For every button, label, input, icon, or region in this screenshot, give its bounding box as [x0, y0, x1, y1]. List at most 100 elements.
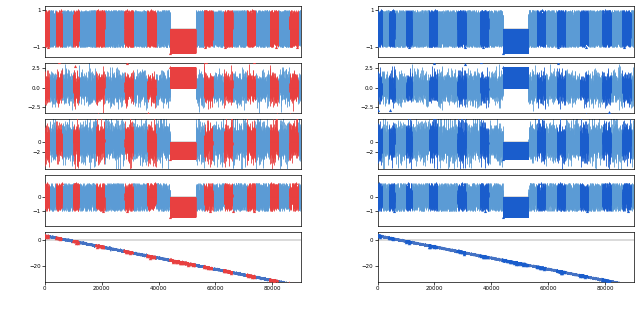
Point — [536, 265, 547, 270]
Point — [537, 7, 547, 12]
Point — [604, 180, 614, 185]
Point — [201, 60, 211, 65]
Point — [554, 60, 564, 65]
Point — [552, 45, 563, 50]
Point — [520, 262, 531, 267]
Point — [388, 237, 398, 241]
Point — [70, 104, 80, 109]
Point — [372, 108, 383, 113]
Point — [183, 262, 193, 267]
Point — [555, 180, 565, 185]
Point — [290, 283, 300, 288]
Point — [202, 264, 212, 269]
Point — [247, 7, 257, 12]
Point — [270, 278, 280, 283]
Point — [600, 7, 610, 12]
Point — [498, 50, 508, 55]
Point — [205, 209, 216, 214]
Point — [266, 180, 276, 185]
Point — [513, 262, 524, 267]
Point — [454, 249, 464, 254]
Point — [582, 209, 592, 214]
Point — [519, 262, 529, 267]
Point — [220, 45, 230, 50]
Point — [516, 262, 526, 267]
Point — [92, 244, 102, 249]
Point — [165, 65, 175, 70]
Point — [385, 108, 395, 113]
Point — [178, 260, 188, 265]
Point — [508, 260, 518, 265]
Point — [243, 274, 253, 279]
Point — [93, 244, 104, 249]
Point — [127, 250, 137, 255]
Point — [580, 275, 590, 280]
Point — [388, 7, 398, 12]
Point — [498, 65, 508, 70]
Point — [199, 264, 209, 269]
Point — [505, 259, 515, 264]
Point — [225, 268, 235, 273]
Point — [244, 274, 255, 279]
Point — [124, 250, 134, 255]
Point — [147, 7, 157, 12]
Point — [98, 174, 108, 179]
Point — [173, 259, 184, 264]
Point — [532, 174, 543, 179]
Point — [498, 215, 508, 219]
Point — [125, 172, 136, 177]
Point — [147, 255, 157, 259]
Point — [169, 258, 179, 263]
Point — [55, 172, 65, 177]
Point — [292, 170, 302, 175]
Point — [97, 209, 108, 214]
Point — [266, 278, 276, 283]
Point — [455, 249, 465, 254]
Point — [536, 180, 546, 185]
Point — [272, 111, 282, 116]
Point — [185, 262, 195, 267]
Point — [425, 244, 435, 249]
Point — [172, 259, 182, 264]
Point — [623, 282, 633, 287]
Point — [186, 262, 196, 267]
Point — [431, 244, 441, 249]
Point — [166, 257, 177, 262]
Point — [40, 233, 50, 238]
Point — [506, 260, 516, 265]
Point — [481, 255, 491, 259]
Point — [475, 253, 485, 258]
Point — [70, 180, 81, 185]
Point — [119, 247, 129, 252]
Point — [56, 7, 66, 12]
Point — [429, 172, 440, 177]
Point — [221, 269, 232, 274]
Point — [553, 269, 563, 274]
Point — [226, 270, 236, 275]
Point — [269, 279, 279, 284]
Point — [70, 239, 80, 244]
Point — [268, 278, 278, 283]
Point — [518, 262, 528, 267]
Point — [385, 235, 396, 240]
Point — [285, 281, 296, 286]
Point — [512, 261, 522, 266]
Point — [72, 240, 83, 245]
Point — [477, 45, 488, 50]
Point — [429, 60, 440, 65]
Point — [511, 261, 521, 266]
Point — [624, 284, 634, 289]
Point — [176, 260, 186, 265]
Point — [600, 109, 610, 114]
Point — [533, 264, 543, 269]
Point — [200, 45, 211, 50]
Point — [539, 266, 549, 271]
Point — [372, 234, 383, 239]
Point — [552, 109, 563, 114]
Point — [388, 171, 398, 176]
Point — [249, 274, 259, 279]
Point — [165, 215, 175, 219]
Point — [266, 178, 276, 183]
Point — [538, 266, 548, 271]
Point — [54, 236, 64, 241]
